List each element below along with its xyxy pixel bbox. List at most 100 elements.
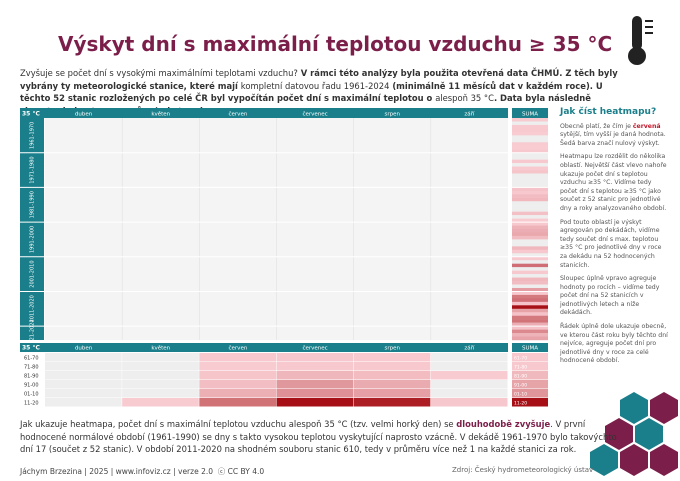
year-sum-cell <box>512 294 548 299</box>
year-sum-cell <box>512 329 548 334</box>
year-sum-cell <box>512 176 548 181</box>
text-segment: sytější, tím vyšší je daná hodnota. Šedá… <box>560 131 666 147</box>
text-segment: Obecně platí, že čím je <box>560 122 633 130</box>
decade-label: 1971-1980 <box>30 156 36 183</box>
decade-sum-row-label: 61-70 <box>514 356 527 362</box>
decade-month-cell <box>276 380 354 389</box>
decade-month-cell <box>45 389 122 398</box>
year-sum-cell <box>512 145 548 150</box>
text-segment: . V první hodnocené normálové období (19… <box>20 419 617 454</box>
decade-month-cell <box>122 353 199 362</box>
decade-month-cell <box>276 371 354 380</box>
month-label: červenec <box>302 111 327 118</box>
year-sum-cell <box>512 204 548 209</box>
text-segment: Řádek úplně dole ukazuje obecně, ve kter… <box>560 323 668 365</box>
decade-month-cell <box>199 398 276 407</box>
year-sum-cell <box>512 131 548 136</box>
decade-month-cell <box>430 398 508 407</box>
side-paragraph: Řádek úplně dole ukazuje obecně, ve kter… <box>560 323 670 366</box>
year-sum-cell <box>512 138 548 143</box>
decade-month-cell <box>122 380 199 389</box>
month-label: duben <box>75 346 93 352</box>
month-label: září <box>464 345 475 352</box>
decade-month-cell <box>353 398 431 407</box>
decade-month-cell <box>122 398 199 407</box>
decade-sum-row-label: 91-00 <box>514 383 527 389</box>
decade-month-cell <box>122 389 199 398</box>
text-segment: Heatmapu lze rozdělit do několika oblast… <box>560 153 667 212</box>
year-sum-cell <box>512 211 548 216</box>
text-segment: (minimálně 11 měsíců dat v každém roce).… <box>20 80 603 104</box>
year-sum-cell <box>512 312 548 316</box>
year-sum-cell <box>512 246 548 251</box>
license: CC BY 4.0 <box>227 467 265 476</box>
side-title: Jak číst heatmapu? <box>560 107 657 117</box>
month-label: červen <box>229 111 248 118</box>
label-column <box>20 353 44 407</box>
decade-row-label: 01-10 <box>24 392 39 398</box>
decade-month-cell <box>276 353 354 362</box>
year-sum-cell <box>512 260 548 264</box>
decade-month-cell <box>430 380 508 389</box>
decade-sum-cell <box>512 371 548 380</box>
decade-row-label: 11-20 <box>24 401 39 407</box>
decade-sum-cell <box>512 389 548 398</box>
sum-label: SUMA <box>522 346 538 352</box>
decade-month-cell <box>430 362 508 371</box>
decade-month-cell <box>276 362 354 371</box>
year-sum-cell <box>512 253 548 257</box>
decade-sum-cell <box>512 353 548 362</box>
sum-header <box>512 108 548 118</box>
decade-month-cell <box>430 389 508 398</box>
decade-label: 1961-1970 <box>30 122 36 149</box>
decade-sum-row-label: 81-90 <box>514 374 527 380</box>
decade-month-cell <box>430 353 508 362</box>
year-sum-cell <box>512 170 548 174</box>
year-sum-cell <box>512 159 548 164</box>
decade-month-cell <box>353 389 431 398</box>
decade-month-cell <box>45 371 122 380</box>
corner-label: 35 °C <box>22 111 40 118</box>
year-sum-cell <box>512 270 548 275</box>
year-sum-cell <box>512 152 548 157</box>
year-sum-cell <box>512 315 548 320</box>
decade-row-label: 61-70 <box>24 356 39 362</box>
year-sum-cell <box>512 336 548 341</box>
year-sum-cell <box>512 180 548 185</box>
year-sum-cell <box>512 305 548 309</box>
author: Jáchym Brzezina | 2025 | www.infoviz.cz … <box>20 467 214 476</box>
year-sum-cell <box>512 149 548 153</box>
year-sum-cell <box>512 121 548 126</box>
decade-month-cell <box>353 371 431 380</box>
sum-label: SUMA <box>522 112 538 118</box>
year-sum-cell <box>512 232 548 237</box>
year-sum-cell <box>512 218 548 223</box>
corner-label: 35 °C <box>22 345 40 352</box>
year-sum-cell <box>512 197 548 202</box>
year-sum-cell <box>512 142 548 146</box>
month-label: srpen <box>385 346 401 352</box>
year-sum-cell <box>512 201 548 205</box>
year-sum-cell <box>512 301 548 306</box>
text-segment: Sloupec úplně vpravo agreguje hodnoty po… <box>560 275 660 317</box>
decade-label: 2001-2010 <box>30 260 36 287</box>
year-sum-cell <box>512 124 548 129</box>
year-sum-cell <box>512 118 548 122</box>
year-sum-cell <box>512 208 548 212</box>
title: Výskyt dní s maximální teplotou vzduchu … <box>58 32 613 56</box>
year-sum-cell <box>512 274 548 278</box>
decade-sum-cell <box>512 362 548 371</box>
month-label: květen <box>151 111 170 118</box>
year-sum-cell <box>512 235 548 240</box>
year-sum-cell <box>512 308 548 313</box>
text-segment: Zvyšuje se počet dní s vysokými maximáln… <box>20 68 298 78</box>
year-sum-cell <box>512 173 548 178</box>
year-sum-cell <box>512 239 548 244</box>
decade-label: 2021-2024 <box>30 319 36 346</box>
decade-month-cell <box>199 353 276 362</box>
year-sum-cell <box>512 281 548 285</box>
year-sum-cell <box>512 128 548 133</box>
decade-month-cell <box>45 362 122 371</box>
year-sum-cell <box>512 319 548 323</box>
